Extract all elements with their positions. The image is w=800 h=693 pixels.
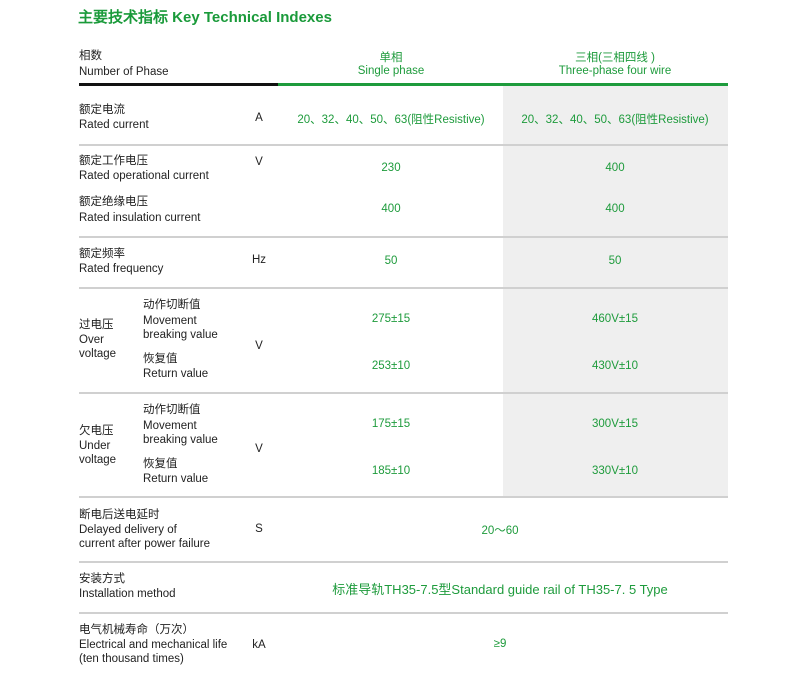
under-break-en2: breaking value bbox=[143, 434, 218, 446]
over-return-single: 253±10 bbox=[371, 360, 411, 372]
frequency-cn: 额定频率 bbox=[79, 248, 125, 260]
install-value: 标准导轨TH35-7.5型Standard guide rail of TH35… bbox=[332, 582, 668, 597]
delay-value: 20～60 bbox=[481, 525, 519, 537]
row-separator bbox=[79, 561, 728, 563]
under-return-single: 185±10 bbox=[371, 465, 411, 477]
single-phase-en: Single phase bbox=[357, 65, 425, 77]
op-voltage-unit: V bbox=[255, 156, 263, 168]
frequency-unit: Hz bbox=[251, 254, 267, 266]
single-phase-cn: 单相 bbox=[379, 52, 403, 64]
under-break-en1: Movement bbox=[143, 420, 197, 432]
header-rule-black bbox=[79, 83, 278, 86]
rated-current-en: Rated current bbox=[79, 119, 149, 131]
row-separator bbox=[79, 236, 728, 238]
under-voltage-en2: voltage bbox=[79, 454, 117, 466]
ins-voltage-cn: 额定绝缘电压 bbox=[79, 196, 148, 208]
over-break-single: 275±15 bbox=[371, 313, 411, 325]
op-voltage-single: 230 bbox=[381, 162, 401, 174]
over-break-cn: 动作切断值 bbox=[143, 299, 201, 311]
ins-voltage-three: 400 bbox=[605, 203, 625, 215]
over-break-en1: Movement bbox=[143, 315, 197, 327]
life-cn: 电气机械寿命（万次） bbox=[79, 624, 194, 636]
over-voltage-en2: voltage bbox=[79, 348, 117, 360]
delay-unit: S bbox=[255, 523, 263, 535]
under-break-single: 175±15 bbox=[371, 418, 411, 430]
row-separator bbox=[79, 144, 728, 146]
over-break-three: 460V±15 bbox=[592, 313, 638, 325]
op-voltage-en: Rated operational current bbox=[79, 170, 209, 182]
delay-en2: current after power failure bbox=[79, 538, 211, 550]
under-voltage-en1: Under bbox=[79, 440, 111, 452]
row-separator bbox=[79, 496, 728, 498]
delay-en1: Delayed delivery of bbox=[79, 524, 177, 536]
rated-current-three: 20、32、40、50、63(阻性Resistive) bbox=[521, 114, 709, 126]
over-break-en2: breaking value bbox=[143, 329, 218, 341]
under-return-three: 330V±10 bbox=[592, 465, 638, 477]
frequency-three: 50 bbox=[608, 255, 622, 267]
under-voltage-unit: V bbox=[255, 443, 263, 455]
over-voltage-en1: Over bbox=[79, 334, 104, 346]
ins-voltage-single: 400 bbox=[381, 203, 401, 215]
header-rule-green bbox=[278, 83, 728, 86]
phase-label-cn: 相数 bbox=[79, 50, 102, 62]
install-cn: 安装方式 bbox=[79, 573, 125, 585]
under-voltage-cn: 欠电压 bbox=[79, 425, 114, 437]
frequency-single: 50 bbox=[384, 255, 398, 267]
under-return-en: Return value bbox=[143, 473, 209, 485]
over-return-three: 430V±10 bbox=[592, 360, 638, 372]
under-break-three: 300V±15 bbox=[592, 418, 638, 430]
rated-current-single: 20、32、40、50、63(阻性Resistive) bbox=[297, 114, 485, 126]
phase-label-en: Number of Phase bbox=[79, 66, 169, 78]
over-return-en: Return value bbox=[143, 368, 209, 380]
over-voltage-unit: V bbox=[255, 340, 263, 352]
three-phase-en: Three-phase four wire bbox=[558, 65, 672, 77]
over-voltage-cn: 过电压 bbox=[79, 319, 114, 331]
delay-cn: 断电后送电延时 bbox=[79, 509, 160, 521]
ins-voltage-en: Rated insulation current bbox=[79, 212, 201, 224]
over-return-cn: 恢复值 bbox=[143, 353, 178, 365]
op-voltage-three: 400 bbox=[605, 162, 625, 174]
under-return-cn: 恢复值 bbox=[143, 458, 178, 470]
three-phase-column-shade bbox=[503, 86, 728, 497]
op-voltage-cn: 额定工作电压 bbox=[79, 155, 148, 167]
page-title: 主要技术指标 Key Technical Indexes bbox=[78, 9, 332, 26]
rated-current-unit: A bbox=[255, 112, 263, 124]
install-en: Installation method bbox=[79, 588, 176, 600]
row-separator bbox=[79, 612, 728, 614]
under-break-cn: 动作切断值 bbox=[143, 404, 201, 416]
life-value: ≥9 bbox=[493, 638, 507, 650]
rated-current-cn: 额定电流 bbox=[79, 104, 125, 116]
row-separator bbox=[79, 392, 728, 394]
three-phase-cn: 三相(三相四线 ) bbox=[575, 52, 655, 64]
row-separator bbox=[79, 287, 728, 289]
life-en2: (ten thousand times) bbox=[79, 653, 184, 665]
life-en1: Electrical and mechanical life bbox=[79, 639, 228, 651]
frequency-en: Rated frequency bbox=[79, 263, 164, 275]
life-unit: kA bbox=[252, 639, 266, 651]
